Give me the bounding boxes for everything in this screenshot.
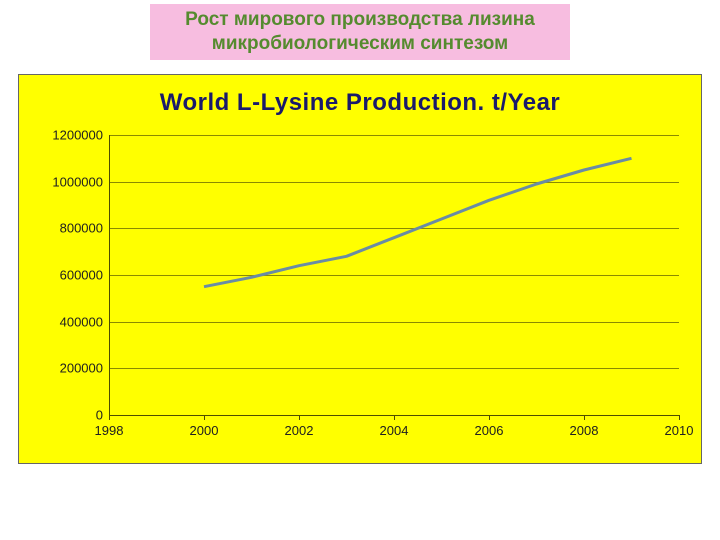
x-tick-label: 1998 [95,423,124,438]
y-tick-label: 1000000 [52,174,103,189]
y-tick-label: 400000 [60,314,103,329]
series-line [109,135,679,415]
x-tick [489,415,490,420]
header-line-2: микробиологическим синтезом [156,32,564,56]
y-tick-label: 200000 [60,361,103,376]
x-tick-label: 2002 [285,423,314,438]
x-tick-label: 2008 [570,423,599,438]
chart-container: World L-Lysine Production. t/Year 020000… [18,74,702,464]
y-tick-label: 1200000 [52,128,103,143]
x-tick-label: 2000 [190,423,219,438]
chart-title: World L-Lysine Production. t/Year [19,75,701,117]
x-tick [679,415,680,420]
x-tick [299,415,300,420]
header-banner: Рост мирового производства лизина микроб… [150,4,570,60]
plot-area: 0200000400000600000800000100000012000001… [109,135,679,415]
x-tick-label: 2006 [475,423,504,438]
x-tick-label: 2010 [665,423,694,438]
x-tick [584,415,585,420]
y-tick-label: 600000 [60,268,103,283]
x-tick [204,415,205,420]
y-tick-label: 0 [96,408,103,423]
header-line-1: Рост мирового производства лизина [156,8,564,32]
y-tick-label: 800000 [60,221,103,236]
x-tick [109,415,110,420]
x-tick-label: 2004 [380,423,409,438]
x-tick [394,415,395,420]
